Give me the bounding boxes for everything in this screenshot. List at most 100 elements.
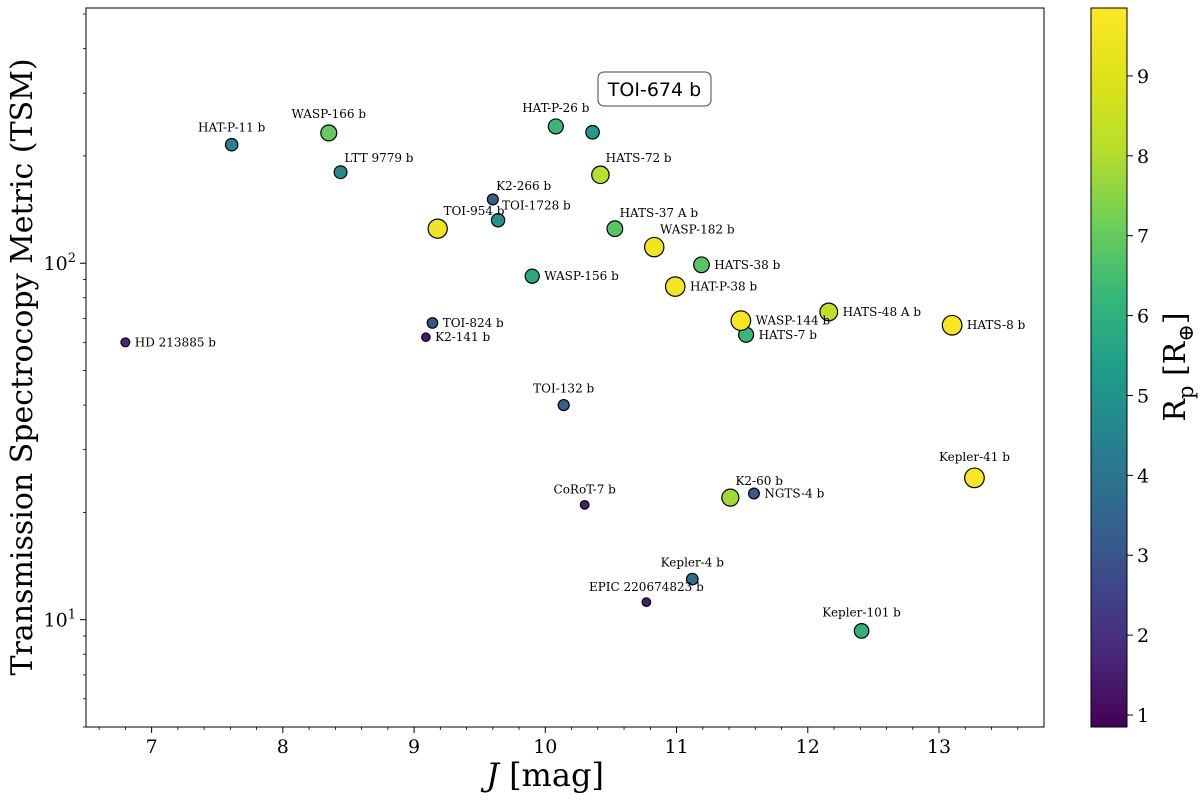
colorbar-label-main: R	[1158, 398, 1193, 422]
data-point	[853, 623, 870, 639]
point-label: WASP-182 b	[660, 222, 735, 236]
data-point	[333, 165, 348, 180]
data-point	[606, 220, 624, 238]
y-tick-exponent: 1	[68, 608, 76, 623]
highlight-box	[597, 71, 712, 107]
colorbar-label-unit-close: ]	[1158, 312, 1193, 324]
colorbar-label-unit-open: [R	[1158, 340, 1193, 385]
data-point	[591, 165, 610, 185]
x-axis-ticks: 7 8 9 10 11 12 13	[98, 727, 1019, 758]
colorbar-tick-label: 1	[1137, 705, 1149, 727]
y-axis-label: Transmission Spectrocopy Metric (TSM)	[5, 58, 40, 675]
plot-area	[85, 7, 1045, 728]
x-tick-label: 13	[927, 736, 951, 758]
x-tick-label: 10	[533, 736, 557, 758]
point-label: HAT-P-11 b	[198, 121, 266, 135]
point-label: K2-266 b	[496, 179, 551, 193]
point-label: K2-60 b	[735, 474, 783, 488]
x-axis-unit: [mag]	[509, 756, 604, 794]
highlight-callout: TOI-674 b	[597, 71, 712, 107]
data-point	[964, 467, 985, 489]
x-axis-variable: J	[480, 756, 501, 794]
colorbar-tick-label: 2	[1137, 625, 1149, 647]
y-tick-base: 10	[44, 610, 68, 632]
data-point	[547, 118, 564, 135]
point-label: HAT-P-26 b	[522, 101, 590, 115]
data-point	[427, 218, 448, 239]
data-point	[819, 302, 839, 322]
point-label: HAT-P-38 b	[690, 280, 758, 294]
point-label: HATS-37 A b	[620, 206, 699, 220]
point-labels: HAT-P-11 b WASP-166 b LTT 9779 b HAT-P-26 b…	[135, 101, 1026, 620]
y-tick-exponent: 2	[68, 251, 76, 266]
data-point	[941, 314, 963, 336]
data-point	[664, 276, 686, 297]
data-point	[320, 124, 338, 142]
x-tick-label: 7	[146, 736, 158, 758]
point-label: HATS-72 b	[606, 151, 672, 165]
colorbar-tick-label: 7	[1137, 226, 1149, 248]
data-point	[721, 488, 740, 507]
colorbar-tick-label: 5	[1137, 385, 1149, 407]
point-label: HATS-7 b	[759, 328, 818, 342]
data-point	[585, 124, 600, 140]
data-point	[685, 572, 699, 586]
data-point	[693, 256, 710, 274]
colorbar-label-sub: p	[1174, 386, 1198, 399]
data-point	[421, 332, 431, 343]
colorbar: 1 2 3 4 5 6 7 8 9 Rp [R⊕]	[1090, 7, 1198, 728]
point-label: NGTS-4 b	[764, 486, 824, 500]
point-label: HATS-8 b	[967, 318, 1026, 332]
data-point	[120, 337, 131, 348]
data-point	[579, 499, 590, 510]
y-tick-base: 10	[44, 253, 68, 275]
point-label: TOI-824 b	[443, 316, 504, 330]
point-label: WASP-166 b	[292, 107, 367, 121]
data-points	[120, 118, 985, 639]
point-label: HATS-48 A b	[843, 305, 922, 319]
point-label: HD 213885 b	[135, 335, 217, 349]
colorbar-tick-label: 9	[1137, 66, 1149, 88]
data-point	[557, 398, 570, 412]
data-point	[747, 487, 760, 500]
data-point	[643, 236, 665, 258]
data-point	[730, 310, 752, 332]
colorbar-tick-label: 4	[1137, 465, 1149, 487]
highlight-label: TOI-674 b	[607, 79, 701, 101]
point-label: WASP-144 b	[756, 314, 831, 328]
colorbar-tick-label: 6	[1137, 306, 1149, 328]
data-point	[524, 268, 540, 284]
data-point	[426, 317, 439, 329]
point-label: EPIC 220674823 b	[589, 580, 704, 594]
point-label: Kepler-4 b	[661, 555, 725, 569]
x-tick-label: 12	[796, 736, 820, 758]
point-label: TOI-132 b	[533, 382, 594, 396]
x-tick-label: 11	[664, 736, 688, 758]
point-label: Kepler-41 b	[939, 450, 1010, 464]
colorbar-tick-label: 8	[1137, 146, 1149, 168]
point-label: TOI-954 b	[443, 204, 504, 218]
data-point	[641, 597, 652, 608]
x-tick-label: 8	[277, 736, 289, 758]
point-label: CoRoT-7 b	[554, 483, 617, 497]
data-point	[486, 193, 499, 206]
data-point	[224, 137, 239, 152]
point-label: Kepler-101 b	[822, 606, 901, 620]
point-label: TOI-1728 b	[502, 199, 571, 213]
point-label: K2-141 b	[435, 330, 490, 344]
y-tick-label: 102	[44, 251, 76, 275]
x-tick-label: 9	[408, 736, 420, 758]
colorbar-label: Rp [R⊕]	[1158, 312, 1198, 421]
point-label: WASP-156 b	[544, 269, 619, 283]
point-label: HATS-38 b	[714, 258, 780, 272]
colorbar-ticks: 1 2 3 4 5 6 7 8 9	[1127, 66, 1149, 727]
colorbar-gradient	[1090, 7, 1128, 728]
y-tick-label: 101	[44, 608, 76, 632]
x-axis-label: J [mag]	[480, 756, 604, 794]
colorbar-tick-label: 3	[1137, 545, 1149, 567]
point-label: LTT 9779 b	[344, 151, 413, 165]
data-point	[490, 213, 506, 228]
colorbar-label-unit-symbol: ⊕	[1174, 324, 1198, 342]
